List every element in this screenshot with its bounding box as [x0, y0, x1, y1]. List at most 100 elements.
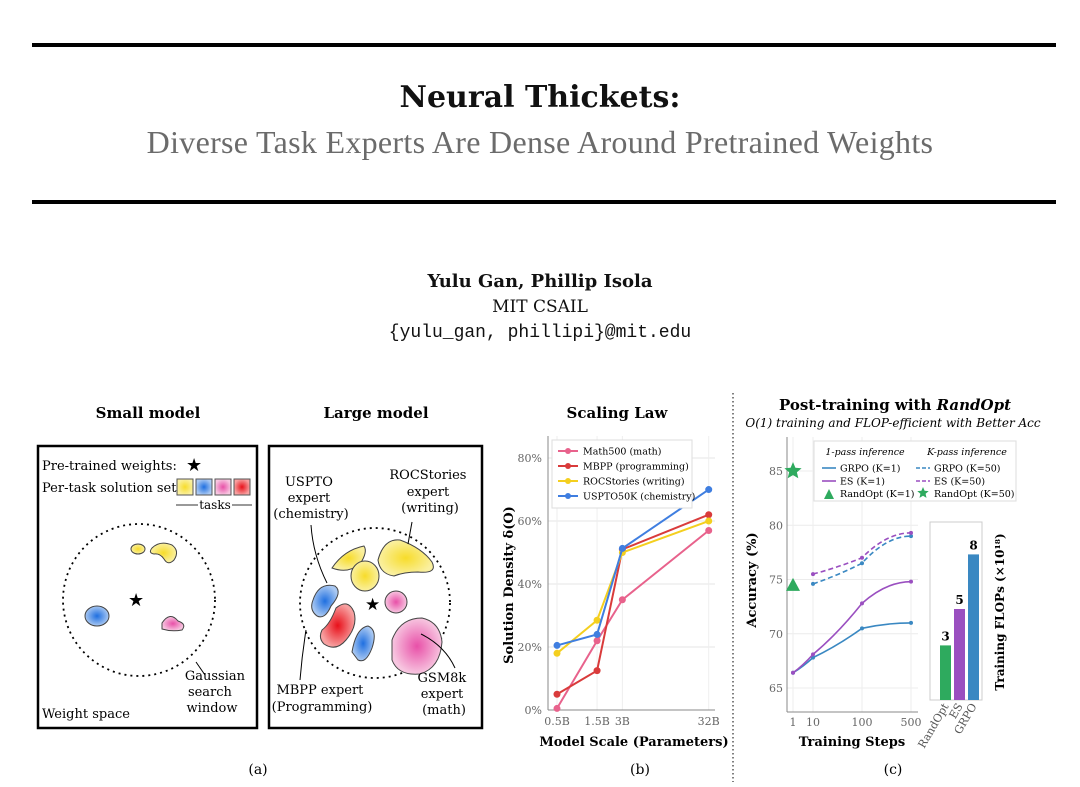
legend-label: USPTO50K (chemistry) — [583, 492, 695, 503]
scaling-law-chart: Scaling Law Model Scale (Parameters) Sol… — [502, 404, 729, 750]
pretrained-star-icon: ★ — [128, 590, 144, 611]
data-point — [860, 561, 864, 566]
data-point — [553, 649, 561, 657]
data-point — [705, 517, 713, 525]
data-point — [593, 667, 601, 675]
post-training-chart: Post-training with RandOpt O(1) training… — [745, 396, 1041, 751]
gaussian-search-window — [62, 523, 216, 677]
y-tick-label: 65 — [769, 682, 783, 695]
task-swatch-yellow — [176, 478, 194, 496]
data-point — [791, 670, 795, 675]
data-point — [811, 652, 815, 657]
x-tick-label: 3B — [615, 715, 630, 728]
solution-set-label: Per-task solution set: — [42, 481, 181, 496]
chart-c-subtitle: O(1) training and FLOP-efficient with Be… — [745, 416, 1041, 430]
task-swatch-pink — [214, 478, 232, 496]
pretrained-weights-label: Pre-trained weights: — [42, 459, 177, 474]
panel-a-small-model: Small model Pre-trained weights: ★ Per-t… — [36, 404, 259, 730]
chart-b-xlabel: Model Scale (Parameters) — [539, 735, 728, 750]
x-tick-label: 0.5B — [544, 715, 570, 728]
authors: Yulu Gan, Phillip Isola — [427, 271, 653, 292]
y-tick-label: 85 — [769, 465, 783, 478]
data-point — [618, 544, 626, 552]
series-line — [792, 622, 912, 674]
email: {yulu_gan, phillipi}@mit.edu — [388, 323, 692, 343]
x-tick-label: 32B — [698, 715, 720, 728]
top-rule — [32, 43, 1056, 47]
series-line — [556, 488, 710, 647]
legend-box — [813, 440, 1017, 502]
tasks-label: tasks — [199, 498, 231, 512]
flops-data-label: 5 — [955, 593, 963, 607]
flops-bar — [954, 609, 965, 700]
randopt-k50-star-marker — [784, 462, 802, 479]
data-point — [909, 579, 913, 584]
series-line — [792, 580, 912, 674]
rocstories-expert-label: ROCStories expert (writing) — [389, 468, 470, 516]
y-tick-label: 0% — [525, 704, 542, 717]
series-line — [556, 529, 710, 709]
legend-label: GRPO (K=1) — [840, 464, 900, 475]
pretrained-star-icon: ★ — [365, 595, 380, 615]
flops-data-label: 8 — [969, 538, 977, 552]
data-point — [909, 620, 913, 625]
large-model-title: Large model — [323, 404, 428, 422]
data-point — [811, 572, 815, 577]
legend-label: Math500 (math) — [583, 447, 662, 458]
gaussian-window-label: Gaussian search window — [185, 669, 249, 716]
series-line — [556, 513, 710, 696]
data-point — [593, 637, 601, 645]
uspto-expert-label: USPTO expert (chemistry) — [273, 475, 348, 522]
legend-marker — [565, 493, 571, 499]
y-tick-label: 40% — [518, 578, 542, 591]
x-tick-label: 1.5B — [584, 715, 610, 728]
data-point — [705, 486, 713, 494]
small-model-title: Small model — [96, 404, 201, 422]
legend-label: GRPO (K=50) — [934, 464, 1001, 475]
chart-b-title: Scaling Law — [567, 404, 669, 422]
gsm8k-expert-label: GSM8k expert (math) — [418, 671, 471, 718]
panel-a-label: (a) — [248, 762, 267, 778]
data-point — [811, 581, 815, 586]
data-point — [705, 511, 713, 519]
weight-space-label: Weight space — [42, 707, 130, 722]
bottom-rule — [32, 200, 1056, 204]
data-point — [553, 641, 561, 649]
legend-label: RandOpt (K=50) — [934, 489, 1015, 500]
x-tick-label: 100 — [852, 716, 873, 729]
legend-label: ES (K=50) — [934, 477, 985, 488]
paper-title: Neural Thickets: — [399, 80, 681, 115]
x-tick-label: 1 — [790, 716, 797, 729]
series-line — [556, 520, 710, 655]
flops-data-label: 3 — [941, 629, 949, 643]
star-icon: ★ — [186, 455, 202, 476]
paper-subtitle: Diverse Task Experts Are Dense Around Pr… — [146, 124, 934, 160]
legend-triangle-icon — [824, 489, 834, 499]
series-line — [812, 535, 912, 585]
chart-c-xlabel: Training Steps — [799, 735, 905, 750]
mbpp-expert-label: MBPP expert (Programming) — [272, 683, 373, 715]
y-tick-label: 20% — [518, 641, 542, 654]
panel-c-label: (c) — [884, 762, 903, 778]
legend-header: 1-pass inference — [825, 447, 905, 458]
data-point — [909, 530, 913, 535]
legend-marker — [565, 478, 571, 484]
x-tick-label: 500 — [901, 716, 922, 729]
task-swatch-blue — [195, 478, 213, 496]
randopt-k1-triangle-marker — [786, 577, 800, 591]
legend-label: MBPP (programming) — [583, 462, 689, 473]
y-tick-label: 60% — [518, 515, 542, 528]
chart-c-title: Post-training with RandOpt — [779, 396, 1011, 414]
panel-b-label: (b) — [630, 762, 650, 778]
data-point — [860, 555, 864, 560]
data-point — [860, 626, 864, 631]
legend-marker — [565, 448, 571, 454]
legend-marker — [565, 463, 571, 469]
legend-header: K-pass inference — [926, 447, 1007, 458]
panel-a-large-model: Large model ★ USPTO expert (chemistry) R… — [267, 404, 484, 730]
task-swatch-red — [233, 478, 251, 496]
y-tick-label: 80% — [518, 452, 542, 465]
y-tick-label: 80 — [769, 519, 783, 532]
data-point — [860, 601, 864, 606]
